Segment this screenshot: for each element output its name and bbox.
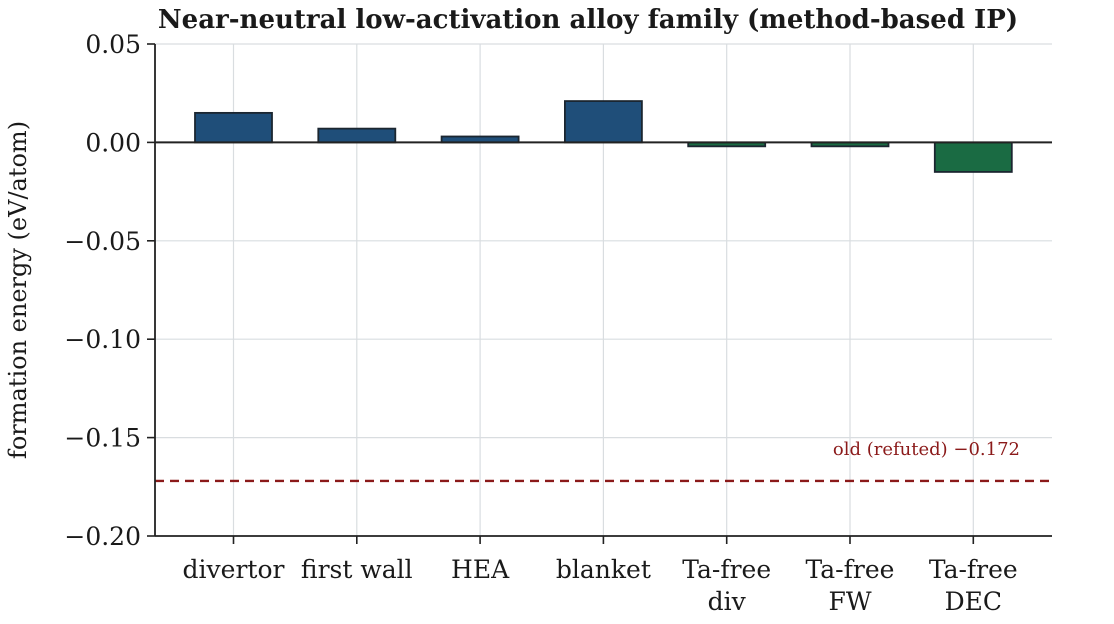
y-tick-label: −0.20 <box>64 522 141 551</box>
x-tick-label: Ta-free div <box>682 555 771 616</box>
y-tick-label: −0.15 <box>64 424 141 453</box>
reference-line-label: old (refuted) −0.172 <box>833 439 1020 460</box>
x-tick-label: Ta-free DEC <box>929 555 1018 616</box>
x-tick-label: divertor <box>183 555 285 584</box>
reference-line-group: old (refuted) −0.172 <box>155 439 1052 483</box>
axes <box>147 43 1052 544</box>
x-tick-labels: divertor first wall HEA blanket Ta-free div Ta… <box>183 555 1018 616</box>
bar <box>194 111 273 144</box>
x-tick-label: first wall <box>301 555 413 584</box>
bar <box>317 127 397 144</box>
y-tick-label: −0.05 <box>64 227 141 256</box>
bar <box>564 100 643 144</box>
y-tick-labels: 0.05 0.00 −0.05 −0.10 −0.15 −0.20 <box>64 30 141 551</box>
y-tick-label: 0.05 <box>85 30 141 59</box>
bar <box>933 141 1013 173</box>
chart-title: Near-neutral low-activation alloy family… <box>158 5 1018 35</box>
y-axis-label: formation energy (eV/atom) <box>4 121 32 459</box>
y-tick-label: 0.00 <box>85 128 141 157</box>
x-tick-label: blanket <box>556 555 651 584</box>
y-tick-label: −0.10 <box>64 325 141 354</box>
x-tick-label: HEA <box>451 555 510 584</box>
bars <box>194 100 1013 173</box>
x-tick-label: Ta-free FW <box>806 555 895 616</box>
